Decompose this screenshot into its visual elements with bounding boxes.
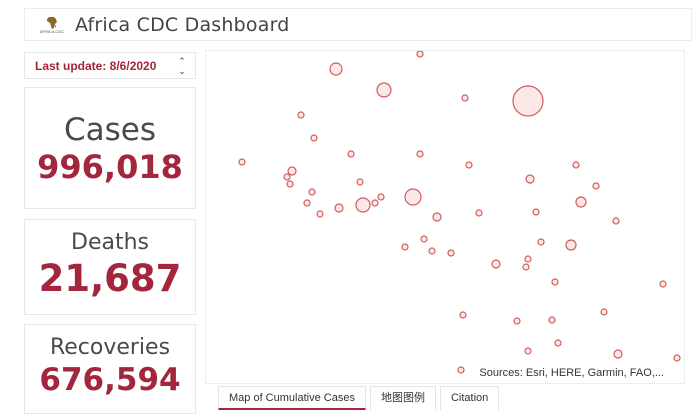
date-stepper[interactable]: ⌃ ⌄: [173, 56, 191, 76]
cases-card: Cases 996,018: [24, 87, 196, 209]
case-marker[interactable]: [512, 85, 544, 117]
case-marker[interactable]: [416, 51, 424, 58]
header-bar: AFRICA CDC Africa CDC Dashboard: [24, 8, 692, 41]
case-marker[interactable]: [524, 255, 532, 263]
chevron-up-icon[interactable]: ⌃: [178, 55, 186, 66]
africa-map-icon: [47, 16, 57, 29]
case-marker[interactable]: [551, 278, 559, 286]
case-marker[interactable]: [537, 238, 545, 246]
case-marker[interactable]: [376, 82, 392, 98]
case-marker[interactable]: [673, 354, 681, 362]
cases-label: Cases: [63, 112, 157, 148]
page-title: Africa CDC Dashboard: [75, 13, 290, 36]
logo-caption: AFRICA CDC: [39, 28, 65, 34]
case-marker[interactable]: [592, 182, 600, 190]
case-marker[interactable]: [355, 197, 371, 213]
case-marker[interactable]: [371, 199, 379, 207]
cases-map[interactable]: [206, 51, 686, 385]
case-marker[interactable]: [238, 158, 246, 166]
case-marker[interactable]: [377, 193, 385, 201]
case-marker[interactable]: [491, 259, 501, 269]
case-marker[interactable]: [461, 94, 469, 102]
case-marker[interactable]: [513, 317, 521, 325]
recoveries-card: Recoveries 676,594: [24, 324, 196, 414]
last-update-label: Last update: 8/6/2020: [35, 58, 157, 73]
case-marker[interactable]: [572, 161, 580, 169]
case-marker[interactable]: [459, 311, 467, 319]
case-marker[interactable]: [447, 249, 455, 257]
tab-map-of-cumulative-cases[interactable]: Map of Cumulative Cases: [218, 386, 366, 410]
case-marker[interactable]: [287, 166, 297, 176]
case-marker[interactable]: [310, 134, 318, 142]
case-marker[interactable]: [334, 203, 344, 213]
case-marker[interactable]: [356, 178, 364, 186]
chevron-down-icon[interactable]: ⌄: [178, 65, 186, 76]
case-marker[interactable]: [565, 239, 577, 251]
case-marker[interactable]: [525, 174, 535, 184]
recoveries-value: 676,594: [39, 362, 181, 398]
case-marker[interactable]: [575, 196, 587, 208]
case-marker[interactable]: [548, 316, 556, 324]
map-tabs: Map of Cumulative Cases 地图图例 Citation: [218, 386, 503, 410]
case-marker[interactable]: [532, 208, 540, 216]
case-marker[interactable]: [420, 235, 428, 243]
case-marker[interactable]: [401, 243, 409, 251]
deaths-label: Deaths: [71, 230, 149, 255]
case-marker[interactable]: [347, 150, 355, 158]
case-marker[interactable]: [308, 188, 316, 196]
case-marker[interactable]: [329, 62, 343, 76]
africa-cdc-logo: AFRICA CDC: [39, 13, 65, 37]
case-marker[interactable]: [600, 308, 608, 316]
case-marker[interactable]: [428, 247, 436, 255]
case-marker[interactable]: [303, 199, 311, 207]
case-marker[interactable]: [475, 209, 483, 217]
case-marker[interactable]: [316, 210, 324, 218]
case-marker[interactable]: [522, 263, 530, 271]
last-update-selector[interactable]: Last update: 8/6/2020 ⌃ ⌄: [24, 52, 196, 79]
case-marker[interactable]: [465, 161, 473, 169]
case-marker[interactable]: [286, 180, 294, 188]
case-marker[interactable]: [432, 212, 442, 222]
case-marker[interactable]: [283, 173, 291, 181]
case-marker[interactable]: [524, 347, 532, 355]
case-marker[interactable]: [297, 111, 305, 119]
tab-map-legend[interactable]: 地图图例: [369, 386, 436, 410]
case-marker[interactable]: [457, 366, 465, 374]
case-marker[interactable]: [659, 280, 667, 288]
deaths-value: 21,687: [38, 257, 182, 300]
case-marker[interactable]: [613, 349, 623, 359]
case-marker[interactable]: [404, 188, 422, 206]
recoveries-label: Recoveries: [49, 335, 171, 360]
tab-citation[interactable]: Citation: [439, 386, 500, 410]
map-attribution: Sources: Esri, HERE, Garmin, FAO,...: [477, 367, 666, 379]
case-marker[interactable]: [416, 150, 424, 158]
map-panel[interactable]: Sources: Esri, HERE, Garmin, FAO,...: [205, 50, 685, 384]
case-marker[interactable]: [554, 339, 562, 347]
deaths-card: Deaths 21,687: [24, 219, 196, 315]
case-marker[interactable]: [612, 217, 620, 225]
cases-value: 996,018: [37, 148, 183, 186]
